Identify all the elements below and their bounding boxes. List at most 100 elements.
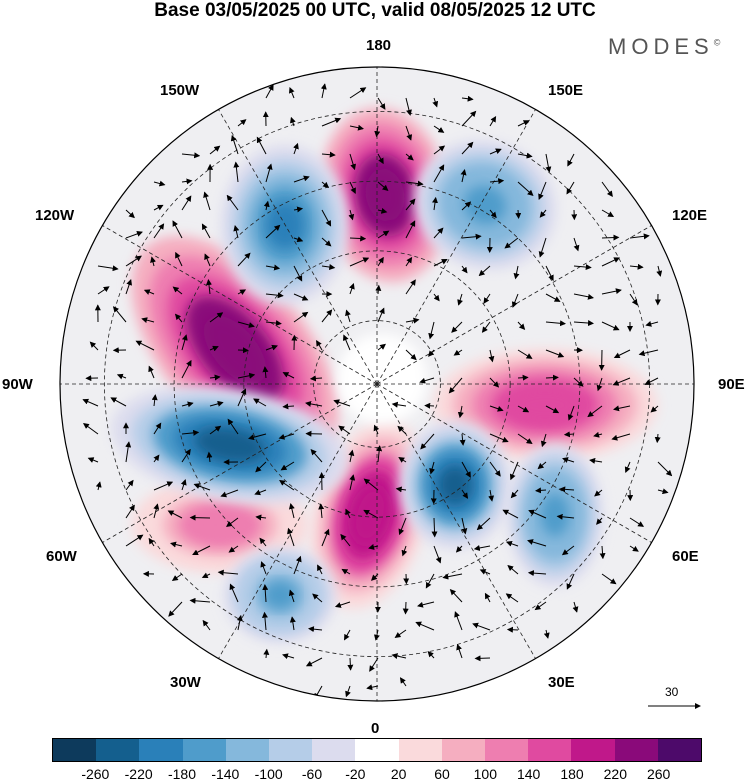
wind-vector [419, 377, 435, 384]
wind-vector [265, 344, 278, 351]
wind-vector [540, 433, 547, 448]
wind-vector [405, 279, 416, 295]
wind-vector [349, 235, 367, 242]
wind-vector [334, 601, 351, 608]
wind-vector [377, 307, 385, 323]
modes-logo: MODES© [608, 34, 725, 60]
wind-vector [401, 545, 408, 557]
wind-vector [318, 503, 325, 519]
lon-label-120w: 120W [35, 207, 75, 224]
wind-vector [321, 181, 330, 189]
colorbar-tick-label: 140 [516, 766, 541, 782]
wind-vector [321, 209, 332, 227]
anomaly-center [413, 140, 557, 270]
wind-vector [489, 178, 505, 185]
wind-vector [373, 629, 380, 641]
wind-vector [461, 517, 468, 535]
wind-vector [428, 349, 435, 357]
wind-vector [543, 629, 550, 639]
wind-vector [89, 341, 99, 351]
brand-text: MODES [608, 34, 714, 59]
wind-vector [260, 561, 267, 575]
wind-vector [209, 425, 222, 435]
wind-vector [148, 365, 155, 379]
wind-vector [505, 540, 519, 547]
wind-vector [488, 349, 495, 363]
wind-vector [405, 220, 416, 239]
wind-vector [347, 657, 354, 671]
anomaly-center [399, 421, 511, 549]
colorbar-swatch [571, 739, 615, 761]
wind-vector [167, 510, 183, 519]
colorbar-tick-label: -220 [124, 766, 153, 782]
wind-vector [204, 253, 211, 267]
wind-vector [349, 181, 356, 195]
wind-vector [433, 125, 445, 133]
wind-vector [545, 405, 560, 414]
lon-label-90e: 90E [718, 376, 745, 393]
wind-vector [203, 191, 211, 211]
wind-vector [417, 601, 435, 608]
wind-vector [517, 405, 530, 413]
wind-vector [308, 626, 323, 633]
wind-vector [237, 372, 256, 379]
wind-vector [601, 181, 613, 198]
wind-vector [289, 86, 295, 99]
colorbar-swatch [485, 739, 529, 761]
colorbar [52, 738, 702, 762]
wind-vector [321, 264, 336, 270]
wind-vector [405, 180, 424, 187]
wind-vector [429, 461, 436, 475]
wind-vector [321, 528, 330, 547]
wind-vector [489, 148, 502, 155]
lon-label-60e: 60E [672, 548, 699, 565]
wind-vector [209, 312, 224, 323]
wind-vector [517, 181, 534, 196]
map-title: Base 03/05/2025 00 UTC, valid 08/05/2025… [154, 0, 596, 21]
wind-vector [375, 284, 382, 295]
wind-vector [143, 289, 155, 295]
wind-vector [538, 181, 547, 201]
wind-vector [433, 545, 442, 564]
wind-vector [175, 251, 183, 267]
wind-vector [515, 209, 522, 219]
wind-vector [293, 311, 309, 323]
lon-label-150e: 150E [548, 82, 584, 99]
lon-label-90w: 90W [2, 376, 33, 393]
wind-vector [342, 334, 351, 351]
wind-vector [253, 398, 267, 407]
colorbar-tick-label: -60 [301, 766, 323, 782]
wind-vector [594, 489, 603, 497]
colorbar-swatch [225, 739, 270, 761]
wind-vector [433, 227, 444, 239]
wind-vector [237, 119, 247, 127]
wind-vector [489, 433, 509, 443]
wind-vector [262, 366, 269, 379]
colorbar-swatch [139, 739, 183, 761]
wind-vector [442, 573, 463, 580]
wind-vector [601, 209, 615, 218]
colorbar-tick-label: -100 [254, 766, 283, 782]
wind-vector [237, 321, 255, 328]
wind-vector [644, 377, 659, 385]
wind-vector [556, 513, 575, 520]
lon-label-0: 0 [371, 720, 380, 737]
lon-label-30e: 30E [548, 674, 575, 691]
wind-vector [202, 619, 211, 631]
wind-vector [254, 489, 267, 496]
wind-vector [293, 265, 303, 282]
wind-vector [233, 161, 240, 183]
wind-vector [415, 621, 435, 631]
wind-vector [112, 306, 127, 323]
wind-vector [341, 568, 351, 575]
wind-vector [150, 256, 156, 267]
wind-vector [601, 257, 621, 267]
wind-vector [405, 125, 413, 141]
wind-vector [366, 684, 379, 691]
wind-vector [265, 320, 282, 327]
wind-vector [293, 206, 304, 213]
anomaly-field [111, 107, 657, 643]
wind-vector [513, 265, 520, 280]
wind-vector [338, 425, 351, 435]
